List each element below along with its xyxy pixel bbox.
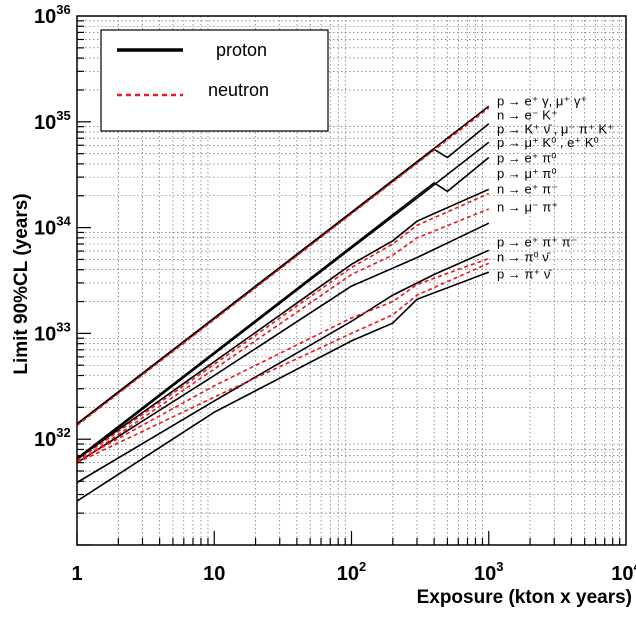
y-tick-label: 1035 (34, 108, 71, 134)
channel-label: p → e⁺ γ, μ⁺ γ⁺ (497, 94, 587, 109)
channel-label: p → π⁺ ν̄ (497, 267, 552, 282)
y-tick-label: 1034 (34, 214, 71, 240)
channel-label: p → μ⁺ π⁰ (497, 166, 557, 181)
tick-marks (76, 20, 621, 546)
series-line (76, 257, 490, 462)
y-axis-title: Limit 90%CL (years) (11, 193, 32, 374)
series-line (76, 262, 490, 464)
channel-label: n → μ⁻ π⁺ (497, 199, 558, 214)
x-tick-label: 104 (611, 559, 636, 585)
legend: proton neutron (100, 29, 329, 132)
series-line (76, 107, 490, 427)
series-line (76, 208, 490, 464)
y-tick-label: 1032 (34, 425, 71, 451)
channel-label: n → π⁰ ν̄ (497, 250, 551, 265)
series-group (76, 105, 490, 502)
series-line (76, 156, 490, 459)
y-tick-label: 1036 (34, 2, 71, 28)
channel-label: p → e⁺ π⁺ π⁻ (497, 235, 577, 250)
legend-box (100, 29, 329, 132)
legend-neutron-label: neutron (208, 80, 269, 100)
series-line (76, 249, 490, 484)
y-tick-labels: 1032 1033 1034 1035 1036 (34, 2, 71, 451)
series-line (76, 222, 490, 464)
channel-label: p → e⁺ π⁰ (497, 150, 556, 165)
channel-label: p → K⁺ ν̄ , μ⁻ π⁺ K⁺ (497, 121, 614, 136)
x-tick-labels: 1 10 102 103 104 (71, 559, 636, 585)
series-line (76, 188, 490, 460)
x-tick-label: 10 (203, 563, 225, 585)
series-line (76, 192, 490, 462)
series-line (76, 271, 490, 502)
x-tick-label: 102 (337, 559, 366, 585)
series-line (76, 141, 490, 461)
legend-proton-label: proton (216, 40, 267, 60)
y-tick-label: 1033 (34, 319, 71, 345)
channel-label: n → e⁻ K⁺ (497, 107, 558, 122)
channel-label: n → e⁺ π⁻ (497, 181, 558, 196)
x-tick-label: 103 (474, 559, 503, 585)
channel-label: p → μ⁺ K⁰ , e⁺ K⁰ (497, 135, 599, 150)
x-tick-label: 1 (71, 563, 82, 585)
x-axis-title: Exposure (kton x years) (417, 587, 632, 608)
channel-labels: p → e⁺ γ, μ⁺ γ⁺n → e⁻ K⁺p → K⁺ ν̄ , μ⁻ π… (497, 94, 614, 282)
